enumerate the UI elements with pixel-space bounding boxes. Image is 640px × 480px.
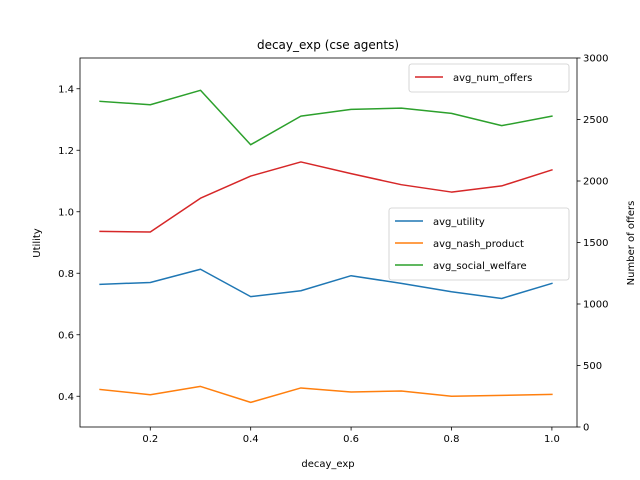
y-axis-label: Utility xyxy=(32,228,43,257)
x-tick-label: 0.4 xyxy=(243,434,259,445)
y2-tick-label: 2000 xyxy=(583,177,608,188)
y-axis-right: 0 500 1000 1500 2000 2500 3000 xyxy=(577,54,608,434)
legend-center-right: avg_utility avg_nash_product avg_social_we… xyxy=(388,207,570,281)
y-tick-label: 0.6 xyxy=(58,330,74,341)
series-line-avg-nash-product xyxy=(99,385,553,404)
legends: avg_num_offers avg_utility avg_nash_produc… xyxy=(388,63,570,281)
legend-box xyxy=(388,207,570,281)
y-tick-label: 0.8 xyxy=(58,269,74,280)
y2-tick-label: 1000 xyxy=(583,300,608,311)
y2-tick-label: 2500 xyxy=(583,115,608,126)
legend-upper-right: avg_num_offers xyxy=(408,63,570,93)
y2-tick-label: 500 xyxy=(583,361,602,372)
series-line-avg-num-offers xyxy=(99,161,553,233)
legend-box xyxy=(408,63,570,93)
series-line-avg-social-welfare xyxy=(99,89,553,146)
legend-label-avg-nash-product: avg_nash_product xyxy=(433,239,524,250)
y2-tick-label: 3000 xyxy=(583,54,608,65)
y-tick-label: 0.4 xyxy=(58,392,74,403)
y2-tick-label: 1500 xyxy=(583,238,608,249)
x-axis: 0.2 0.4 0.6 0.8 1.0 xyxy=(142,427,560,445)
x-tick-label: 0.8 xyxy=(444,434,460,445)
y-tick-label: 1.4 xyxy=(58,84,74,95)
legend-label-avg-social-welfare: avg_social_welfare xyxy=(433,261,527,272)
legend-label-avg-utility: avg_utility xyxy=(433,217,485,228)
x-tick-label: 0.6 xyxy=(343,434,359,445)
chart-title: decay_exp (cse agents) xyxy=(257,38,399,52)
legend-label-avg-num-offers: avg_num_offers xyxy=(453,73,532,84)
y2-axis-label: Number of offers xyxy=(626,201,637,286)
x-axis-label: decay_exp xyxy=(301,459,354,470)
series-line-avg-utility xyxy=(99,268,553,300)
y-tick-label: 1.2 xyxy=(58,146,74,157)
y2-tick-label: 0 xyxy=(583,423,589,434)
x-tick-label: 0.2 xyxy=(142,434,158,445)
y-axis-left: 0.4 0.6 0.8 1.0 1.2 1.4 xyxy=(58,84,80,403)
y-tick-label: 1.0 xyxy=(58,207,74,218)
x-tick-label: 1.0 xyxy=(544,434,560,445)
